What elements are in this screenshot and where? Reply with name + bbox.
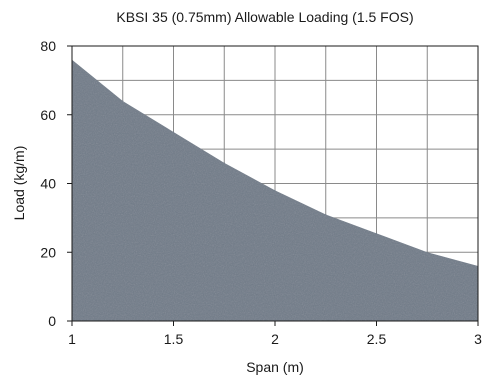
x-tick-label: 2.5 bbox=[367, 331, 387, 347]
data-point bbox=[122, 100, 124, 102]
data-point bbox=[223, 162, 225, 164]
y-tick-label: 20 bbox=[40, 244, 56, 260]
y-axis-ticks: 0 20 40 60 80 bbox=[40, 38, 72, 329]
data-point bbox=[173, 131, 174, 133]
x-tick-label: 1.5 bbox=[164, 331, 184, 347]
x-tick-label: 1 bbox=[68, 331, 76, 347]
y-axis-label: Load (kg/m) bbox=[11, 146, 27, 221]
x-axis-ticks: 1 1.5 2 2.5 3 bbox=[68, 321, 482, 347]
x-tick-label: 3 bbox=[474, 331, 482, 347]
chart-title: KBSI 35 (0.75mm) Allowable Loading (1.5 … bbox=[116, 9, 413, 25]
data-point bbox=[376, 232, 377, 234]
y-tick-label: 60 bbox=[40, 107, 56, 123]
x-tick-label: 2 bbox=[271, 331, 279, 347]
data-point bbox=[325, 213, 327, 215]
y-tick-label: 40 bbox=[40, 176, 56, 192]
y-tick-label: 0 bbox=[48, 313, 56, 329]
data-point bbox=[426, 251, 428, 253]
data-point bbox=[274, 189, 276, 191]
x-axis-label: Span (m) bbox=[246, 359, 304, 375]
y-tick-label: 80 bbox=[40, 38, 56, 54]
